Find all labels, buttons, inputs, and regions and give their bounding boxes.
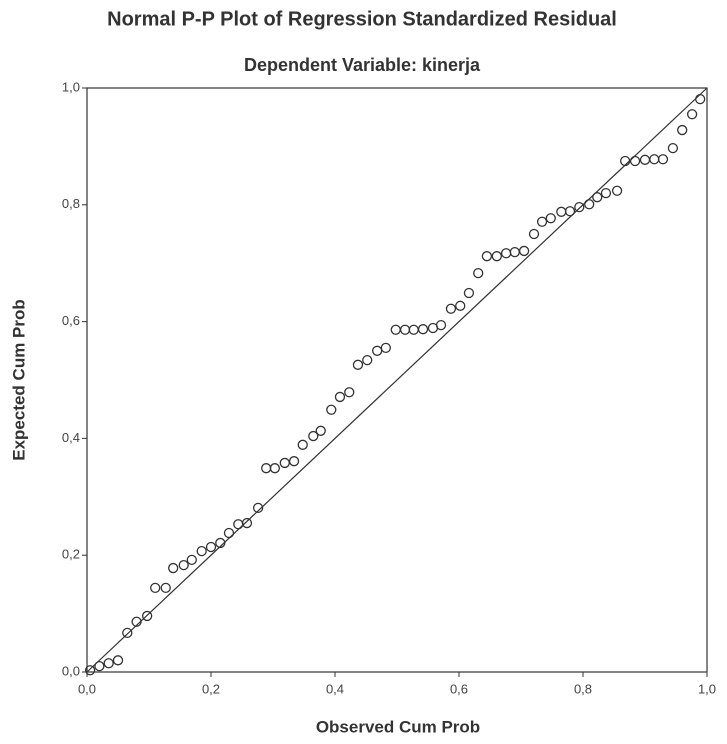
point: [262, 464, 271, 473]
point: [391, 325, 400, 334]
point: [95, 662, 104, 671]
y-axis-label: Expected Cum Prob: [9, 299, 28, 461]
point: [169, 564, 178, 573]
point: [197, 547, 206, 556]
x-tick-label: 0,0: [78, 681, 96, 696]
point: [502, 249, 511, 258]
chart-title: Normal P-P Plot of Regression Standardiz…: [107, 8, 617, 30]
point: [242, 519, 251, 528]
point: [678, 126, 687, 135]
point: [530, 230, 539, 239]
point: [224, 529, 233, 538]
point: [621, 157, 630, 166]
y-tick-label: 0,2: [62, 547, 80, 562]
chart: Normal P-P Plot of Regression Standardiz…: [0, 0, 727, 744]
chart-subtitle: Dependent Variable: kinerja: [244, 55, 481, 75]
point: [446, 304, 455, 313]
point: [688, 110, 697, 119]
point: [363, 356, 372, 365]
point: [373, 346, 382, 355]
point: [353, 360, 362, 369]
point: [161, 583, 170, 592]
point: [104, 659, 113, 668]
point: [345, 388, 354, 397]
reference-line: [87, 88, 707, 672]
point: [419, 325, 428, 334]
point: [335, 392, 344, 401]
y-tick-label: 0,6: [62, 313, 80, 328]
point: [593, 193, 602, 202]
point: [641, 155, 650, 164]
point: [658, 155, 667, 164]
point: [290, 457, 299, 466]
point: [151, 583, 160, 592]
point: [316, 426, 325, 435]
y-tick-label: 0,0: [62, 663, 80, 678]
point: [696, 95, 705, 104]
point: [538, 217, 547, 226]
point: [270, 464, 279, 473]
point: [565, 207, 574, 216]
point: [114, 656, 123, 665]
point: [601, 189, 610, 198]
x-tick-label: 1,0: [698, 681, 716, 696]
point: [298, 440, 307, 449]
point: [650, 155, 659, 164]
point: [179, 561, 188, 570]
point: [437, 321, 446, 330]
point: [234, 520, 243, 529]
point: [546, 214, 555, 223]
point: [409, 325, 418, 334]
point: [492, 252, 501, 261]
point: [456, 301, 465, 310]
point: [123, 628, 132, 637]
point: [668, 144, 677, 153]
y-tick-label: 1,0: [62, 79, 80, 94]
point: [631, 157, 640, 166]
x-tick-label: 0,2: [202, 681, 220, 696]
x-tick-label: 0,6: [450, 681, 468, 696]
point: [520, 246, 529, 255]
y-tick-label: 0,4: [62, 430, 80, 445]
point: [482, 252, 491, 261]
point: [401, 325, 410, 334]
point: [575, 203, 584, 212]
point: [207, 543, 216, 552]
point: [510, 248, 519, 257]
y-tick-label: 0,8: [62, 196, 80, 211]
point: [613, 186, 622, 195]
point: [327, 405, 336, 414]
x-tick-label: 0,4: [326, 681, 344, 696]
point: [280, 458, 289, 467]
x-tick-label: 0,8: [574, 681, 592, 696]
point: [381, 343, 390, 352]
x-axis-label: Observed Cum Prob: [316, 717, 480, 736]
point: [474, 269, 483, 278]
point: [187, 555, 196, 564]
point: [585, 200, 594, 209]
point: [557, 207, 566, 216]
point: [464, 288, 473, 297]
